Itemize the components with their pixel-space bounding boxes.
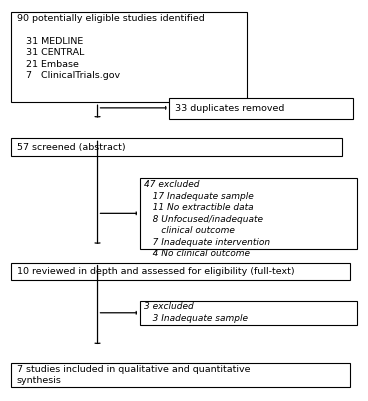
Text: 90 potentially eligible studies identified

   31 MEDLINE
   31 CENTRAL
   21 Em: 90 potentially eligible studies identifi… [17, 14, 204, 80]
FancyBboxPatch shape [11, 12, 247, 102]
Text: 3 excluded
   3 Inadequate sample: 3 excluded 3 Inadequate sample [144, 302, 248, 323]
Text: 7 studies included in qualitative and quantitative
synthesis: 7 studies included in qualitative and qu… [17, 365, 250, 385]
FancyBboxPatch shape [140, 178, 357, 249]
FancyBboxPatch shape [11, 363, 350, 387]
Text: 47 excluded
   17 Inadequate sample
   11 No extractible data
   8 Unfocused/ina: 47 excluded 17 Inadequate sample 11 No e… [144, 180, 270, 258]
FancyBboxPatch shape [140, 301, 357, 325]
Text: 57 screened (abstract): 57 screened (abstract) [17, 143, 125, 152]
Text: 10 reviewed in depth and assessed for eligibility (full-text): 10 reviewed in depth and assessed for el… [17, 267, 294, 276]
FancyBboxPatch shape [11, 138, 342, 156]
FancyBboxPatch shape [169, 98, 353, 119]
Text: 33 duplicates removed: 33 duplicates removed [175, 104, 284, 113]
FancyBboxPatch shape [11, 263, 350, 280]
